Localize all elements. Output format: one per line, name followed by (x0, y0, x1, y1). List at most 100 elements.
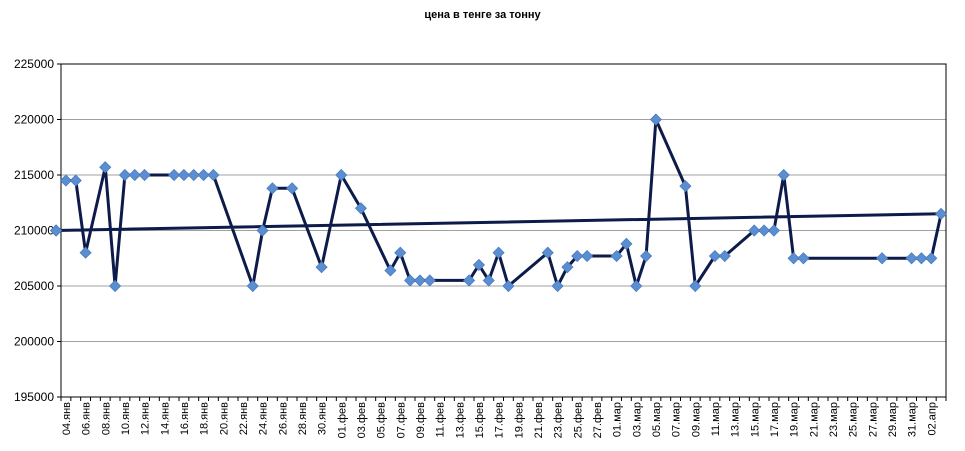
y-tick-label: 215000 (14, 168, 54, 182)
data-point (463, 274, 476, 287)
x-tick-label: 19.мар (789, 402, 801, 437)
data-point (99, 161, 112, 174)
data-point (551, 279, 564, 293)
x-tick-label: 04.янв (61, 402, 73, 435)
data-point (69, 174, 82, 187)
x-tick-label: 21.фев (533, 402, 545, 438)
data-point (492, 246, 505, 259)
y-tick-label: 210000 (14, 224, 54, 238)
x-tick-label: 25.мар (848, 402, 860, 437)
data-point (384, 264, 397, 277)
data-point (482, 274, 495, 287)
x-tick-label: 25.фев (572, 402, 584, 438)
data-point (649, 113, 662, 126)
x-tick-label: 16.янв (179, 402, 191, 435)
x-tick-label: 13.мар (730, 402, 742, 437)
data-point (876, 252, 889, 265)
data-point (472, 258, 485, 271)
data-point (541, 246, 554, 259)
x-tick-label: 03.мар (631, 402, 643, 437)
x-axis: 04.янв 06.янв 08.янв 10.янв 12.янв 14.янв 16.я… (60, 397, 947, 438)
data-point (207, 168, 220, 182)
data-point (561, 261, 574, 274)
x-tick-label: 07.фев (395, 402, 407, 438)
data-point (315, 261, 328, 274)
x-tick-label: 19.фев (513, 402, 525, 438)
data-point (915, 252, 928, 265)
data-point (610, 249, 623, 263)
data-point (423, 274, 436, 287)
chart-title: цена в тенге за тонну (424, 9, 541, 21)
x-tick-label: 22.янв (238, 402, 250, 435)
data-point (404, 274, 417, 287)
data-point (109, 279, 122, 293)
gridlines (61, 63, 946, 398)
data-point (767, 224, 780, 237)
data-markers (50, 113, 948, 293)
x-tick-label: 14.янв (159, 402, 171, 435)
data-point (630, 279, 643, 293)
y-tick-label: 225000 (14, 57, 54, 71)
data-point (79, 246, 92, 259)
data-point (50, 224, 63, 237)
data-point (797, 252, 810, 265)
x-tick-label: 30.янв (317, 402, 329, 435)
x-tick-label: 27.фев (592, 402, 604, 438)
data-point (689, 279, 702, 293)
data-point (502, 279, 515, 293)
x-tick-label: 27.мар (867, 402, 879, 437)
data-point (718, 249, 731, 263)
x-tick-label: 26.янв (277, 402, 289, 435)
y-tick-label: 195000 (14, 390, 54, 404)
y-axis: 195000 200000 205000 210000 215000 220000 2250… (14, 57, 61, 404)
x-tick-label: 10.янв (120, 402, 132, 435)
data-point (138, 168, 151, 182)
data-point (266, 182, 279, 195)
data-point (620, 237, 633, 250)
data-point (256, 224, 269, 237)
data-point (905, 252, 918, 265)
y-tick-label: 220000 (14, 113, 54, 127)
x-tick-label: 07.мар (671, 402, 683, 437)
x-tick-label: 06.янв (81, 402, 93, 435)
x-tick-label: 17.фев (494, 402, 506, 438)
data-point (640, 249, 653, 263)
data-point (581, 249, 594, 263)
data-point (787, 252, 800, 265)
data-point (394, 246, 407, 259)
data-point (168, 168, 181, 182)
data-point (335, 168, 348, 182)
x-tick-label: 01.мар (612, 402, 624, 437)
x-tick-label: 18.янв (199, 402, 211, 435)
data-point (354, 202, 367, 215)
x-tick-label: 15.фев (474, 402, 486, 438)
data-point (758, 224, 771, 237)
data-point (118, 168, 131, 182)
data-point (708, 249, 721, 263)
data-point (128, 168, 141, 182)
data-point (571, 249, 584, 263)
data-point (748, 224, 761, 237)
x-tick-label: 31.мар (907, 402, 919, 437)
x-tick-label: 21.мар (808, 402, 820, 437)
data-point (935, 207, 948, 220)
x-tick-label: 15.мар (749, 402, 761, 437)
x-tick-label: 02.апр (926, 402, 938, 435)
x-tick-label: 20.янв (218, 402, 230, 435)
data-point (777, 168, 790, 182)
data-point (679, 180, 692, 193)
x-tick-label: 05.мар (651, 402, 663, 437)
data-point (246, 279, 259, 293)
x-tick-label: 11.мар (710, 402, 722, 436)
data-point (925, 252, 938, 265)
x-tick-label: 11.фев (435, 402, 447, 438)
x-tick-label: 23.мар (828, 402, 840, 437)
series-line (56, 118, 943, 288)
x-tick-label: 12.янв (140, 402, 152, 435)
x-tick-label: 09.мар (690, 402, 702, 437)
data-point (413, 274, 426, 287)
x-tick-label: 13.фев (454, 402, 466, 438)
x-tick-label: 01.фев (336, 402, 348, 438)
x-tick-label: 05.фев (376, 402, 388, 438)
